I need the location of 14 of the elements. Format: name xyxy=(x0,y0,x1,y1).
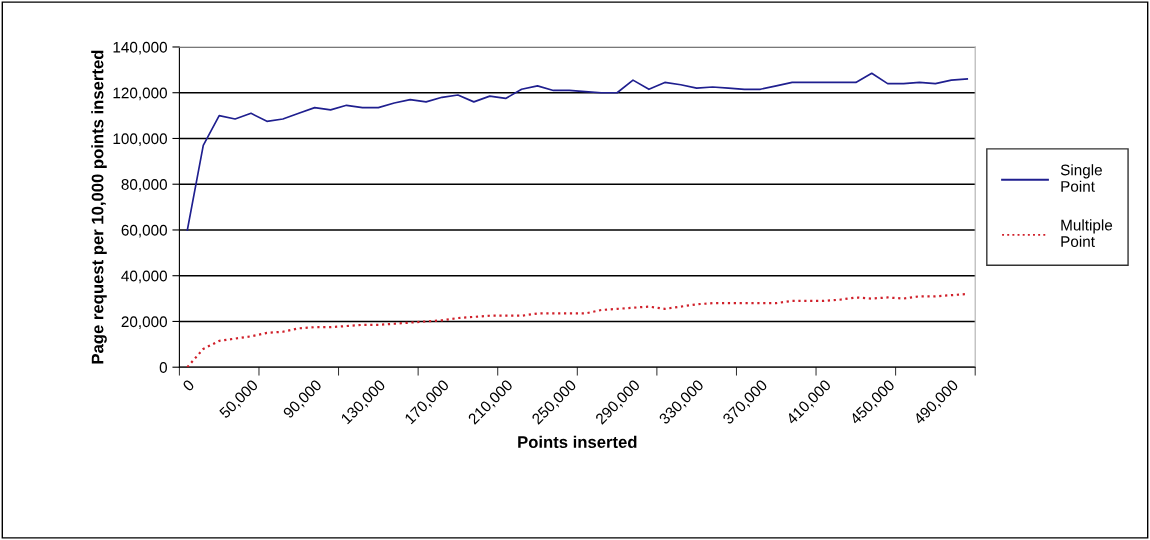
y-tick-label: 100,000 xyxy=(113,133,167,146)
y-tick-label: 60,000 xyxy=(121,224,167,238)
y-tick-label: 140,000 xyxy=(113,41,167,55)
y-tick-label: 0 xyxy=(159,362,167,373)
legend-label: Multiple Point xyxy=(1061,219,1113,247)
x-tick-label: 0 xyxy=(182,379,195,392)
y-tick-label: 20,000 xyxy=(121,316,167,329)
y-tick-label: 80,000 xyxy=(121,179,167,192)
y-axis-title: Page request per 10,000 points inserted xyxy=(91,50,107,364)
line-series xyxy=(186,72,969,231)
x-axis-title: Points inserted xyxy=(518,435,637,448)
legend-label: Single Point xyxy=(1060,164,1102,192)
y-tick-label: 40,000 xyxy=(121,270,167,284)
y-tick-label: 120,000 xyxy=(113,87,167,101)
